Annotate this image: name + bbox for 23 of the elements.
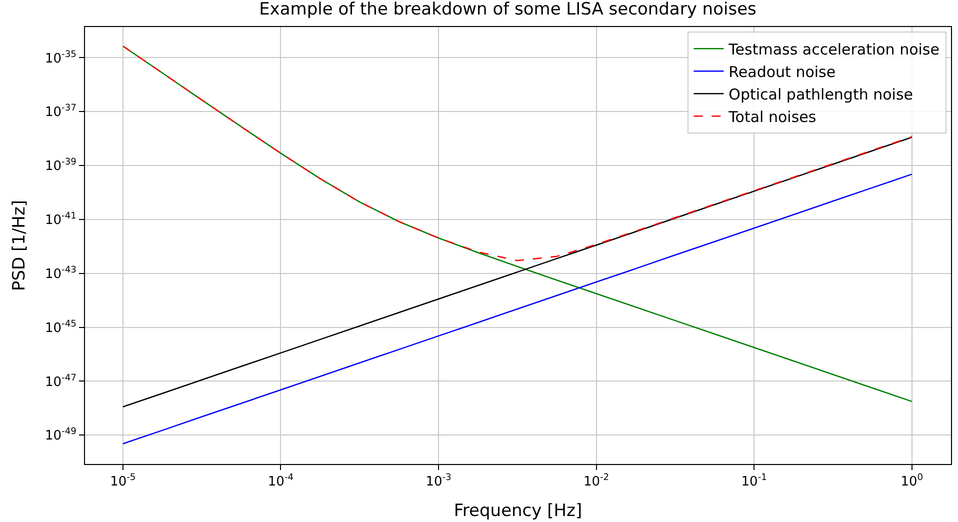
x-tick-label: 10$^{-5}$	[110, 473, 136, 490]
y-axis-title: PSD [1/Hz]	[10, 200, 30, 292]
legend-label: Testmass acceleration noise	[728, 40, 940, 58]
x-axis-title: Frequency [Hz]	[454, 501, 582, 521]
x-tick-label: 10$^{-4}$	[268, 473, 294, 490]
y-tick-label: 10$^{-37}$	[44, 104, 77, 120]
legend-label: Readout noise	[728, 62, 836, 81]
y-tick-label: 10$^{-35}$	[44, 50, 76, 66]
line-series	[122, 174, 913, 444]
x-tick-label: 10$^{-2}$	[583, 473, 610, 490]
legend-label: Total noises	[728, 108, 816, 126]
x-tick-label: 10$^{-3}$	[426, 473, 452, 490]
x-tick-label: 10$^{-1}$	[741, 473, 767, 490]
y-tick-label: 10$^{-47}$	[44, 373, 77, 390]
x-tick-label: 10$^{0}$	[900, 473, 924, 490]
y-tick-label: 10$^{-39}$	[44, 158, 77, 174]
y-tick-label: 10$^{-43}$	[44, 265, 77, 282]
chart-title: Example of the breakdown of some LISA secondary noises	[259, 0, 757, 20]
y-tick-label: 10$^{-41}$	[44, 212, 76, 228]
y-tick-label: 10$^{-49}$	[44, 427, 77, 444]
legend-label: Optical pathlength noise	[728, 85, 914, 104]
line-series	[122, 136, 913, 408]
y-tick-label: 10$^{-45}$	[44, 319, 76, 336]
